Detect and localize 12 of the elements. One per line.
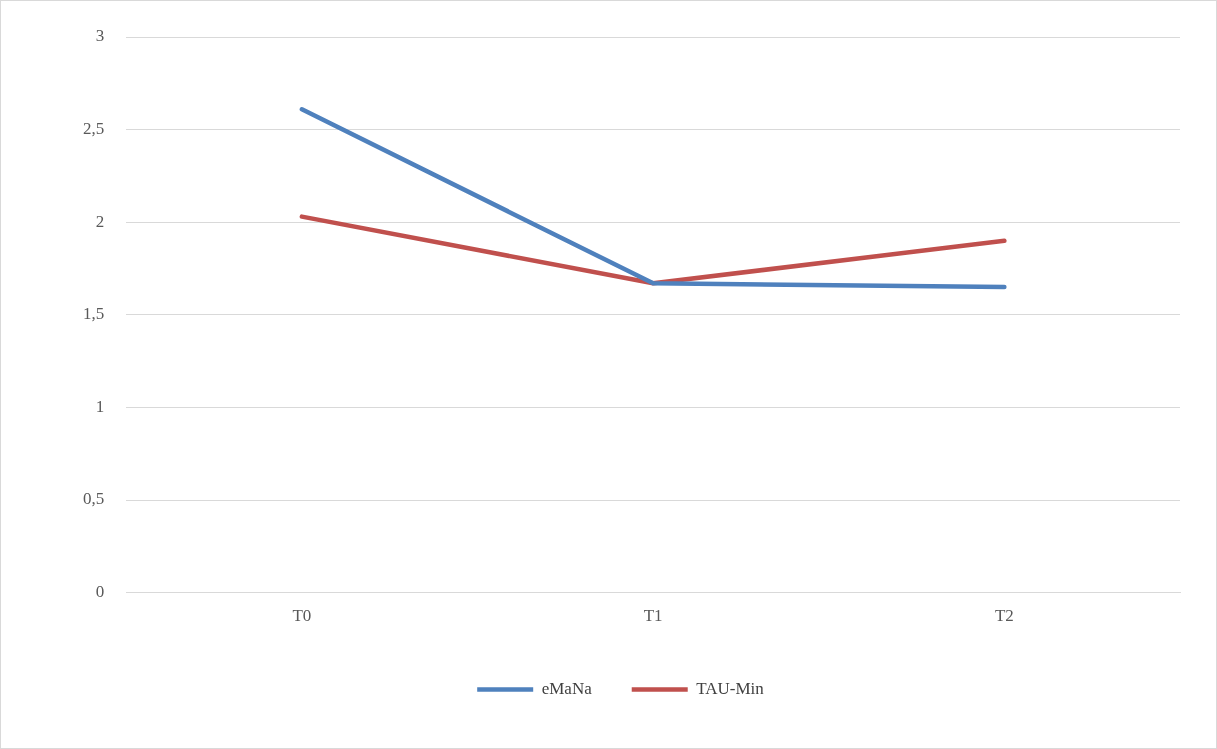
x-tick-label: T0 (292, 606, 312, 626)
y-tick-label: 1,5 (83, 304, 105, 324)
y-tick-label: 2,5 (83, 119, 105, 139)
x-tick-label: T2 (994, 606, 1014, 626)
y-tick-label: 3 (95, 26, 105, 46)
y-tick-label: 2 (95, 211, 105, 231)
legend-label: TAU-Min (696, 678, 765, 698)
y-tick-label: 0 (95, 582, 105, 602)
legend-label: eMaNa (541, 678, 593, 698)
y-tick-label: 1 (95, 396, 105, 416)
x-tick-label: T1 (643, 606, 663, 626)
y-tick-label: 0,5 (83, 489, 105, 509)
